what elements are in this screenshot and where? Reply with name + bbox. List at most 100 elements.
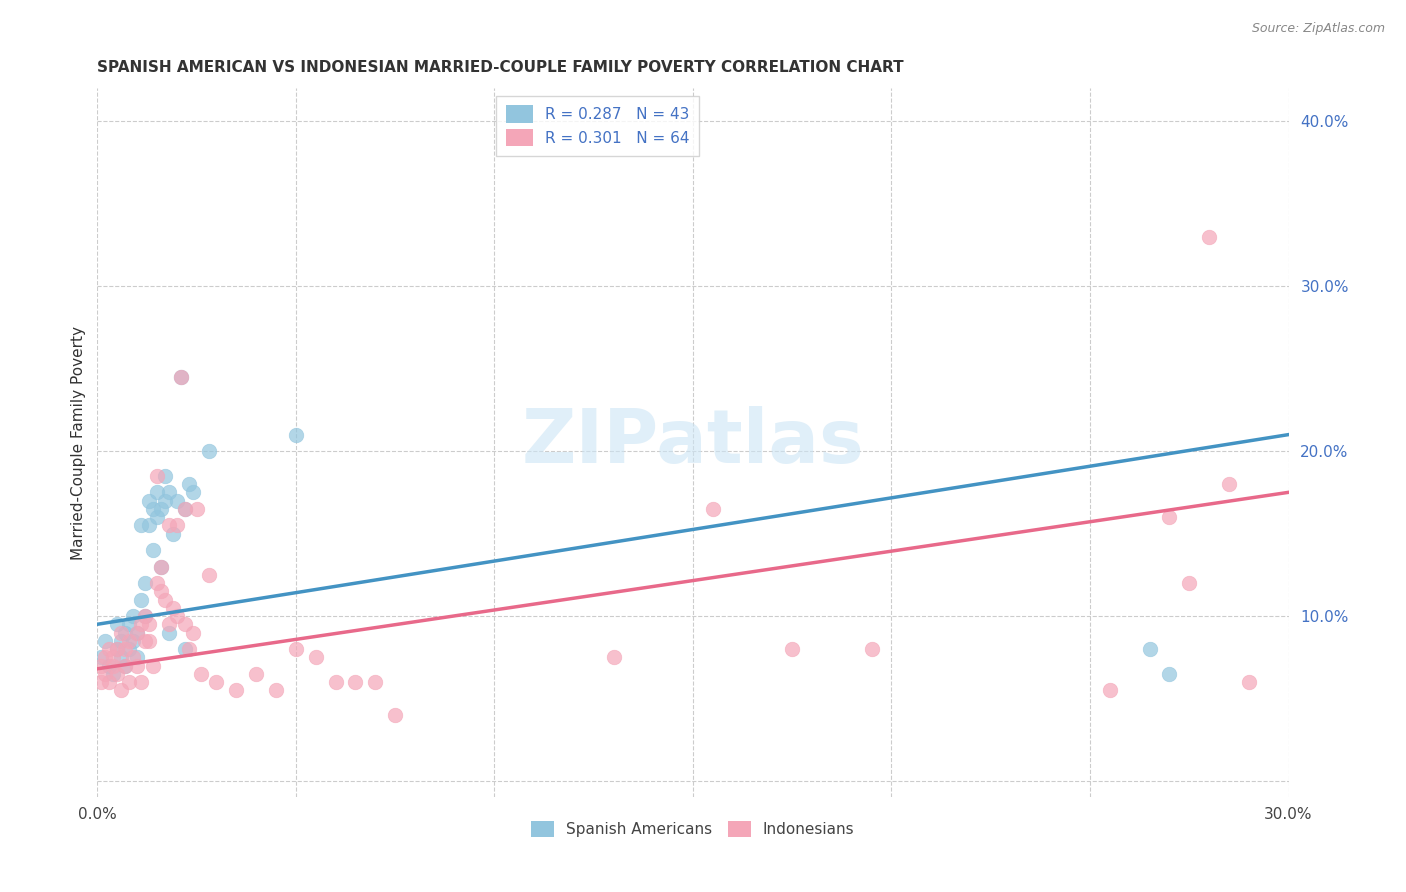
Point [1198,229,1220,244]
Point [177,477,200,491]
Point [129,617,152,632]
Point [1159,666,1181,681]
Point [138,617,160,632]
Point [118,617,141,632]
Point [602,650,624,665]
Text: SPANISH AMERICAN VS INDONESIAN MARRIED-COUPLE FAMILY POVERTY CORRELATION CHART: SPANISH AMERICAN VS INDONESIAN MARRIED-C… [97,60,904,75]
Point [153,493,176,508]
Point [110,683,132,698]
Point [138,633,160,648]
Point [181,485,204,500]
Point [364,675,387,690]
Point [103,658,125,673]
Point [245,666,267,681]
Point [702,501,724,516]
Point [90,658,112,673]
Point [1218,477,1240,491]
Point [146,510,169,524]
Point [780,642,803,657]
Point [197,567,219,582]
Point [166,518,188,533]
Point [105,642,128,657]
Point [94,666,117,681]
Point [146,485,169,500]
Point [186,501,208,516]
Point [181,625,204,640]
Point [98,675,121,690]
Point [138,493,160,508]
Point [125,650,148,665]
Point [166,609,188,624]
Point [344,675,367,690]
Point [110,650,132,665]
Point [114,658,136,673]
Point [1178,576,1201,591]
Point [162,526,184,541]
Point [114,658,136,673]
Text: Source: ZipAtlas.com: Source: ZipAtlas.com [1251,22,1385,36]
Point [1237,675,1260,690]
Point [173,501,195,516]
Point [94,650,117,665]
Point [149,501,172,516]
Point [98,658,121,673]
Point [90,675,112,690]
Point [105,666,128,681]
Point [122,633,145,648]
Point [173,642,195,657]
Point [149,559,172,574]
Point [157,485,180,500]
Point [170,370,193,384]
Point [134,609,156,624]
Point [110,633,132,648]
Point [177,642,200,657]
Point [118,633,141,648]
Point [157,625,180,640]
Point [149,559,172,574]
Point [103,650,125,665]
Point [157,617,180,632]
Point [305,650,328,665]
Point [205,675,228,690]
Point [166,493,188,508]
Point [118,675,141,690]
Point [149,584,172,599]
Point [1098,683,1121,698]
Point [146,468,169,483]
Point [114,642,136,657]
Point [134,576,156,591]
Point [284,642,307,657]
Point [264,683,287,698]
Text: ZIPatlas: ZIPatlas [522,407,865,479]
Point [105,617,128,632]
Point [157,518,180,533]
Point [103,666,125,681]
Point [125,658,148,673]
Point [90,650,112,665]
Point [173,501,195,516]
Point [122,609,145,624]
Point [1139,642,1161,657]
Point [129,675,152,690]
Point [162,600,184,615]
Point [170,370,193,384]
Point [142,501,165,516]
Point [384,708,406,723]
Point [129,518,152,533]
Legend: Spanish Americans, Indonesians: Spanish Americans, Indonesians [526,814,860,843]
Point [110,625,132,640]
Point [190,666,212,681]
Point [118,642,141,657]
Point [142,658,165,673]
Point [129,592,152,607]
Point [94,633,117,648]
Point [1159,510,1181,524]
Point [860,642,883,657]
Point [197,444,219,458]
Point [125,625,148,640]
Point [138,518,160,533]
Point [134,633,156,648]
Point [125,625,148,640]
Point [225,683,247,698]
Point [325,675,347,690]
